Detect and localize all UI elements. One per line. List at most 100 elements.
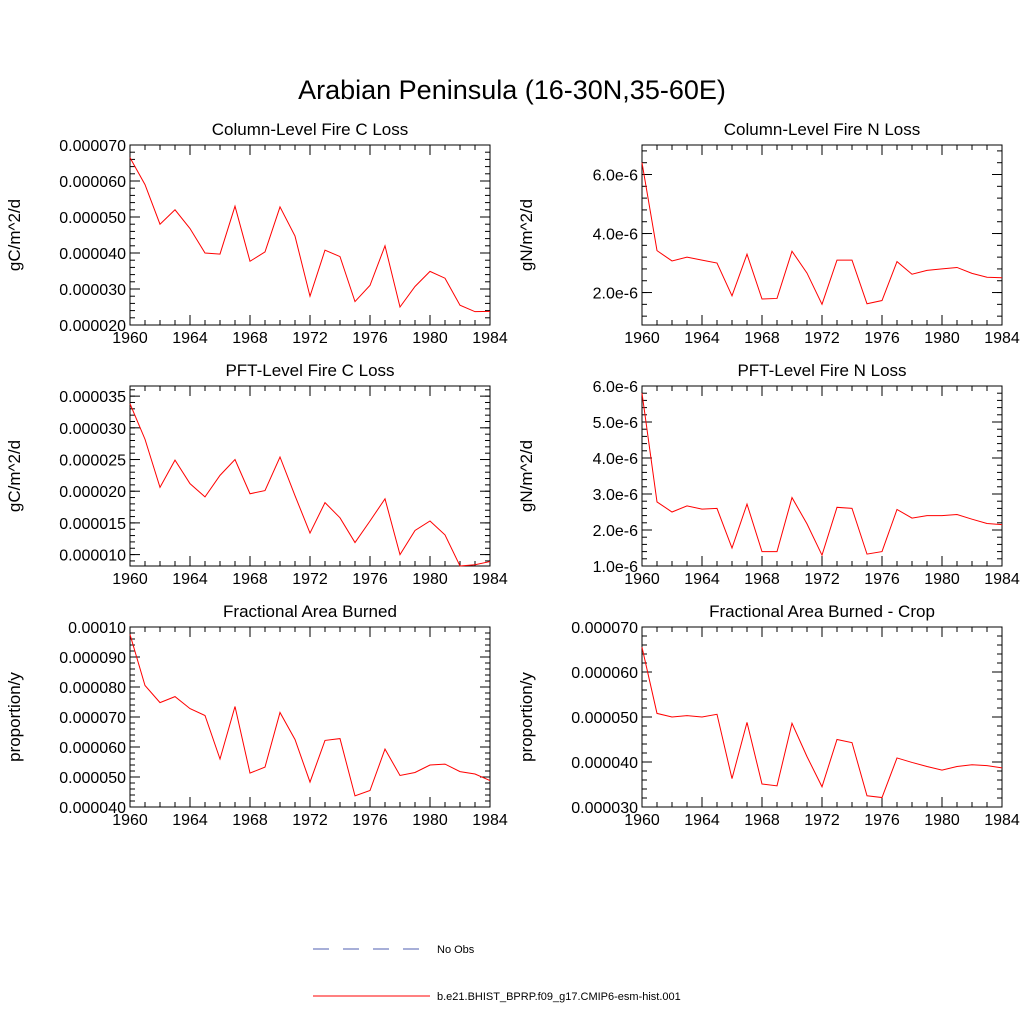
data-point <box>189 228 191 230</box>
y-tick-label: 0.000020 <box>59 318 126 335</box>
data-point <box>956 267 958 269</box>
plot-frame <box>129 385 491 567</box>
y-tick-label: 6.0e-6 <box>593 168 638 185</box>
data-point <box>731 295 733 297</box>
data-point <box>489 780 491 782</box>
data-point <box>776 785 778 787</box>
x-tick-label: 1980 <box>924 571 960 588</box>
x-tick-label: 1964 <box>172 812 208 829</box>
data-point <box>264 766 266 768</box>
data-point <box>761 551 763 553</box>
y-tick-label: 0.000030 <box>59 282 126 299</box>
data-point <box>881 797 883 799</box>
y-tick-label: 0.000020 <box>59 484 126 501</box>
y-axis-title: proportion/y <box>517 672 536 762</box>
y-tick-label: 0.000050 <box>59 210 126 227</box>
data-point <box>159 223 161 225</box>
y-tick-label: 0.000070 <box>571 620 638 637</box>
data-point <box>399 306 401 308</box>
data-point <box>671 716 673 718</box>
data-point <box>671 260 673 262</box>
data-point <box>656 713 658 715</box>
y-tick-label: 0.000025 <box>59 453 126 470</box>
x-tick-label: 1968 <box>744 571 780 588</box>
data-point <box>384 245 386 247</box>
x-tick-label: 1960 <box>112 812 148 829</box>
data-point <box>701 259 703 261</box>
data-point <box>971 273 973 275</box>
data-point <box>279 456 281 458</box>
data-point <box>324 249 326 251</box>
data-point <box>836 739 838 741</box>
x-tick-label: 1980 <box>412 812 448 829</box>
data-point <box>791 250 793 252</box>
data-point <box>776 551 778 553</box>
y-tick-label: 0.000040 <box>571 755 638 772</box>
data-point <box>986 765 988 767</box>
data-point <box>174 209 176 211</box>
plot-frame <box>641 385 1003 567</box>
panel-title: PFT-Level Fire C Loss <box>225 361 394 380</box>
y-axis-title: gC/m^2/d <box>5 440 24 512</box>
data-point <box>309 295 311 297</box>
y-tick-label: 0.000050 <box>59 770 126 787</box>
data-point <box>956 766 958 768</box>
data-point <box>414 286 416 288</box>
data-point <box>851 508 853 510</box>
data-point <box>1001 767 1003 769</box>
data-point <box>429 271 431 273</box>
data-point <box>686 256 688 258</box>
data-point <box>294 235 296 237</box>
y-tick-label: 0.000040 <box>59 246 126 263</box>
data-point <box>941 515 943 517</box>
data-point <box>159 487 161 489</box>
y-tick-label: 0.000015 <box>59 516 126 533</box>
legend-label-model-run: b.e21.BHIST_BPRP.f09_g17.CMIP6-esm-hist.… <box>437 991 681 1003</box>
series-line <box>129 403 491 567</box>
data-point <box>806 756 808 758</box>
x-tick-label: 1964 <box>172 571 208 588</box>
y-tick-label: 0.000070 <box>59 138 126 155</box>
data-point <box>701 716 703 718</box>
panel-2: Column-Level Fire N Loss gN/m^2/d 1960 1964… <box>517 120 1020 347</box>
data-point <box>369 520 371 522</box>
data-point <box>144 685 146 687</box>
x-tick-label: 1960 <box>624 330 660 347</box>
data-point <box>911 762 913 764</box>
data-point <box>941 769 943 771</box>
data-point <box>354 301 356 303</box>
y-tick-label: 4.0e-6 <box>593 227 638 244</box>
panel-5: Fractional Area Burned proportion/y 1960 19… <box>5 602 508 829</box>
data-point <box>279 712 281 714</box>
y-tick-label: 0.00010 <box>68 620 126 637</box>
data-point <box>429 764 431 766</box>
data-point <box>896 261 898 263</box>
y-tick-label: 1.0e-6 <box>593 559 638 576</box>
x-tick-label: 1976 <box>352 330 388 347</box>
data-point <box>806 272 808 274</box>
data-point <box>219 253 221 255</box>
x-tick-label: 1968 <box>744 812 780 829</box>
y-tick-label: 0.000030 <box>59 421 126 438</box>
data-point <box>384 748 386 750</box>
data-point <box>399 775 401 777</box>
data-point <box>746 722 748 724</box>
data-point <box>414 530 416 532</box>
data-point <box>836 507 838 509</box>
data-point <box>671 511 673 513</box>
x-tick-label: 1964 <box>684 571 720 588</box>
data-point <box>264 251 266 253</box>
data-point <box>731 778 733 780</box>
x-tick-label: 1976 <box>864 812 900 829</box>
panel-title: Fractional Area Burned <box>223 602 397 621</box>
data-point <box>896 757 898 759</box>
x-tick-label: 1964 <box>172 330 208 347</box>
x-tick-label: 1960 <box>624 571 660 588</box>
data-point <box>851 742 853 744</box>
y-tick-label: 0.000040 <box>59 800 126 817</box>
data-point <box>746 253 748 255</box>
data-point <box>219 758 221 760</box>
panel-4: PFT-Level Fire N Loss gN/m^2/d 1960 1964 196… <box>517 361 1020 588</box>
series-line <box>641 647 1003 799</box>
series-line <box>129 634 491 797</box>
